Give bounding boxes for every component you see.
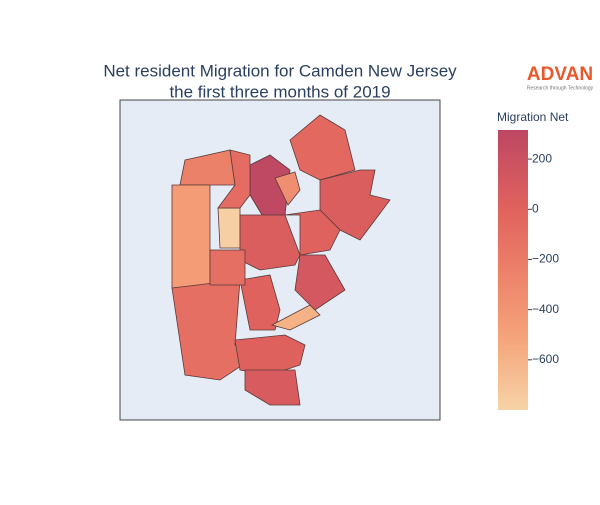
title-line: the first three months of 2019	[169, 82, 390, 101]
colorbar-tick-label: −600	[532, 352, 559, 366]
region	[284, 209, 341, 256]
region	[171, 184, 211, 289]
regions	[171, 114, 391, 406]
colorbar-ticks: 200 0 −200 −400 −600	[528, 151, 559, 366]
colorbar-tick-label: 200	[532, 151, 552, 165]
region	[217, 207, 241, 249]
colorbar-tick-label: −400	[532, 302, 559, 316]
region	[244, 369, 301, 406]
colorbar-tick-label: −200	[532, 252, 559, 266]
title-line: Net resident Migration for Camden New Je…	[103, 61, 457, 80]
region	[239, 274, 281, 331]
region	[209, 249, 246, 286]
colorbar-title: Migration Net	[497, 110, 569, 124]
logo: ADVAN	[527, 64, 593, 85]
logo-tagline: Research through Technology	[527, 85, 594, 91]
region	[294, 254, 346, 311]
colorbar-tick-label: 0	[532, 201, 539, 215]
region	[217, 149, 251, 209]
region	[274, 171, 301, 206]
colorbar	[498, 130, 528, 410]
region	[234, 334, 306, 376]
region	[270, 304, 321, 331]
region	[289, 114, 356, 181]
